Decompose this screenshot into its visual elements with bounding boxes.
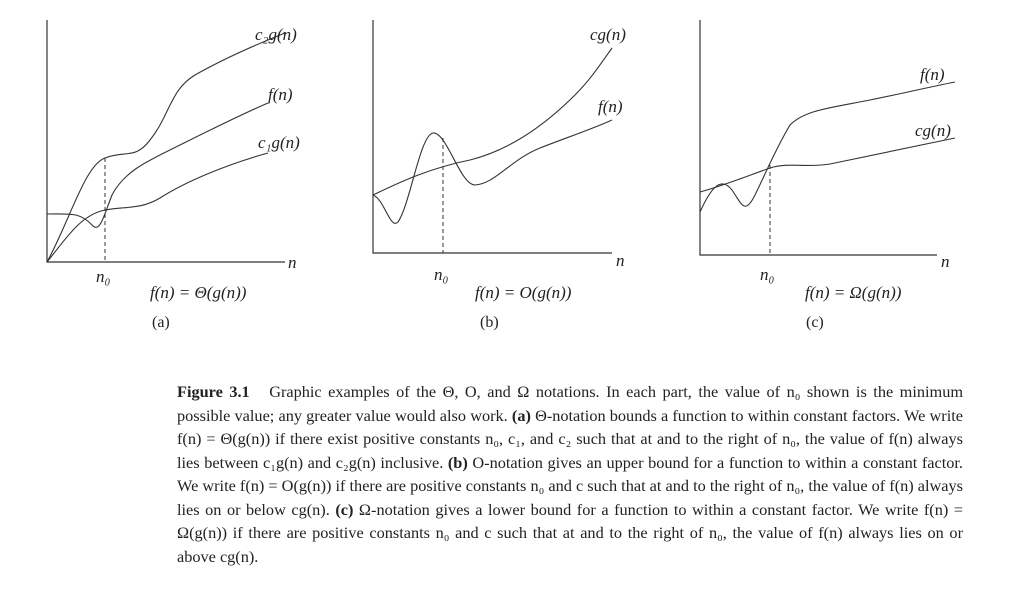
panel-tag: (c) bbox=[806, 314, 824, 331]
axes bbox=[372, 20, 612, 254]
curve-label: f(n) bbox=[598, 97, 623, 116]
curve-label: c₁g(n) bbox=[258, 133, 300, 152]
formula: f(n) = Ω(g(n)) bbox=[805, 283, 902, 302]
curve-label: cg(n) bbox=[590, 25, 626, 44]
figure: c₂g(n) f(n) c₁g(n) n n₀ f(n) = Θ(g(n)) (… bbox=[46, 20, 956, 331]
axes bbox=[46, 20, 285, 263]
n0-label: n₀ bbox=[760, 265, 775, 284]
caption-tag: (c) bbox=[335, 499, 354, 519]
axes bbox=[699, 20, 937, 256]
curve-label: f(n) bbox=[268, 85, 293, 104]
caption-text: Θ-notation bounds a function to within c… bbox=[177, 405, 963, 472]
n0-label: n₀ bbox=[96, 267, 111, 286]
caption-text: O-notation gives an upper bound for a fu… bbox=[177, 452, 963, 519]
x-label: n bbox=[288, 253, 297, 272]
caption-text: Ω-notation gives a lower bound for a fun… bbox=[177, 499, 963, 566]
caption-text: Graphic examples of the Θ, O, and Ω nota… bbox=[177, 382, 964, 425]
caption-tag: (b) bbox=[447, 452, 468, 472]
curve-label: c₂g(n) bbox=[255, 25, 297, 44]
curve bbox=[46, 102, 269, 228]
curve bbox=[699, 137, 956, 193]
caption: Figure 3.1 Graphic examples of the Θ, O,… bbox=[177, 380, 963, 568]
curve bbox=[699, 81, 956, 213]
formula: f(n) = O(g(n)) bbox=[475, 283, 572, 302]
formula: f(n) = Θ(g(n)) bbox=[150, 283, 247, 302]
panel-tag: (b) bbox=[480, 314, 499, 331]
curve-label: cg(n) bbox=[915, 121, 951, 140]
curve-label: f(n) bbox=[920, 65, 945, 84]
n0-label: n₀ bbox=[434, 265, 449, 284]
panel-tag: (a) bbox=[152, 314, 170, 331]
curve bbox=[46, 32, 286, 263]
curve bbox=[372, 47, 613, 196]
x-label: n bbox=[941, 252, 950, 271]
caption-label: Figure 3.1 bbox=[177, 382, 250, 401]
curve bbox=[372, 119, 613, 224]
x-label: n bbox=[616, 251, 625, 270]
caption-tag: (a) bbox=[511, 405, 531, 425]
curve bbox=[46, 152, 269, 263]
